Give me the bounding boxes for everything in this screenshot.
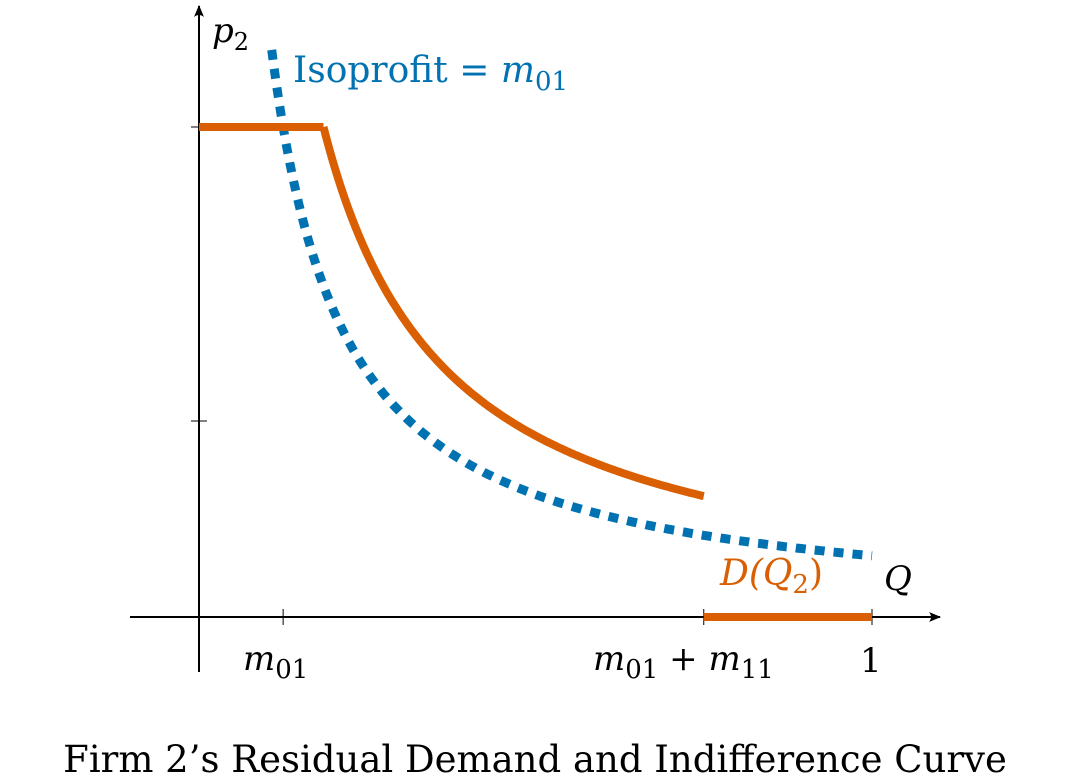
isoprofit-series (267, 49, 873, 561)
chart-caption: Firm 2’s Residual Demand and Indifferenc… (63, 738, 1007, 781)
demand-series (199, 123, 872, 621)
demand-label: D(Q2) (719, 553, 823, 600)
y-axis-label: p2 (212, 11, 249, 56)
isoprofit-label: Isoprofit = m01 (293, 50, 568, 97)
tick-label-one: 1 (860, 641, 882, 681)
x-axis-label: Q (884, 559, 912, 599)
tick-label-m01: m01 (243, 639, 308, 685)
tick-label-m01-plus-m11: m01 + m11 (593, 639, 774, 685)
ticks (191, 126, 873, 625)
demand-curve (319, 126, 706, 501)
isoprofit-curve (267, 49, 873, 561)
y-axis-label-subscript: 2 (234, 28, 249, 56)
